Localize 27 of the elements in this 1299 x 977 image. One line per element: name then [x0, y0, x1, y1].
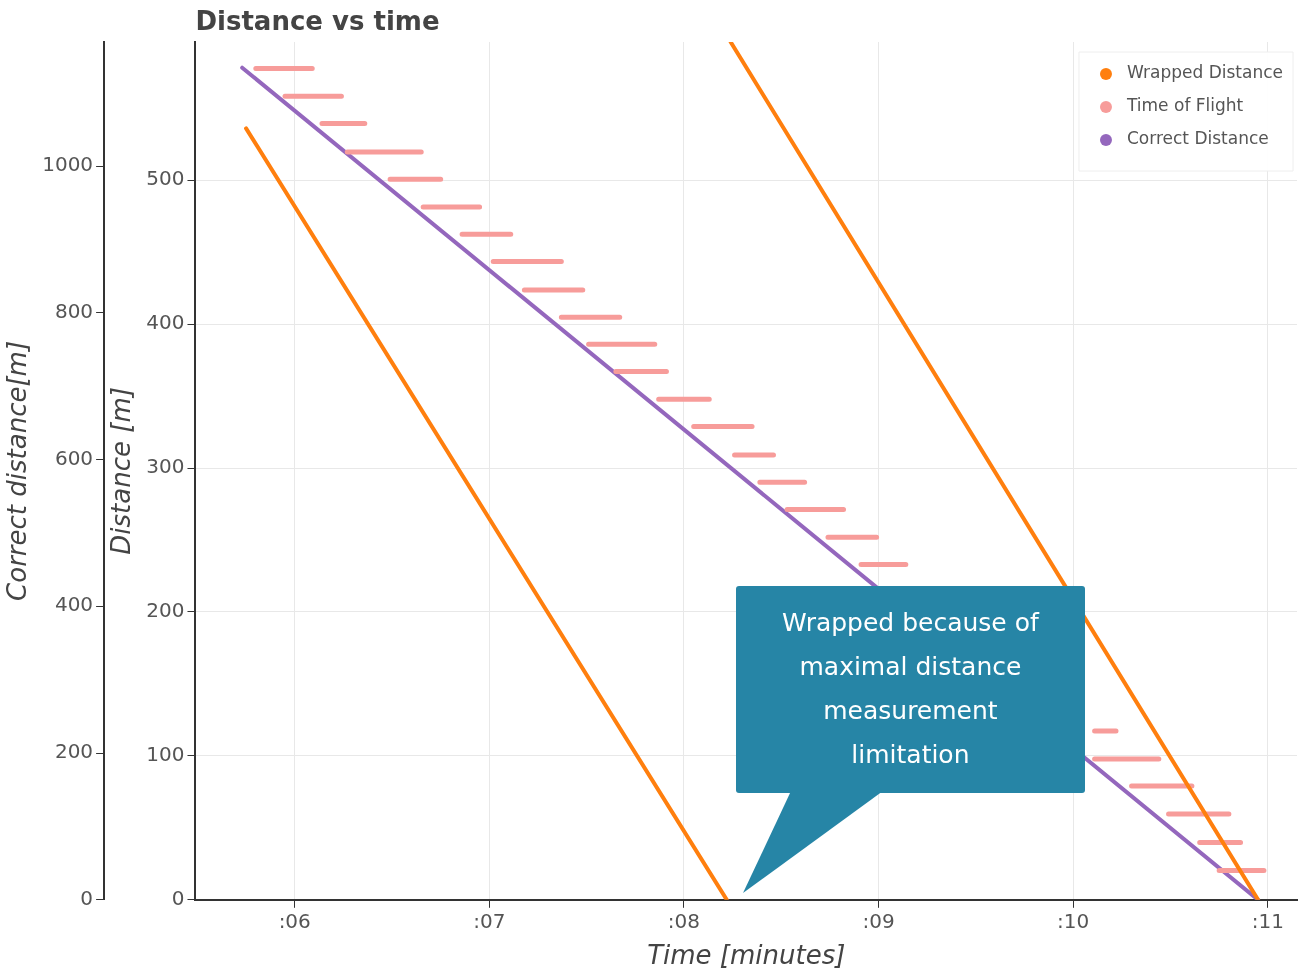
y-tick-label: 500 [146, 166, 185, 191]
y-tick-label: 0 [171, 886, 185, 910]
y2-tick-label: 600 [54, 445, 94, 470]
legend-label: Correct Distance [1126, 128, 1269, 149]
y-tick-label: 200 [146, 598, 185, 623]
x-tick-label: :11 [1251, 909, 1284, 933]
x-tick-label: :10 [1057, 909, 1090, 933]
legend-label: Wrapped Distance [1126, 62, 1284, 83]
annotation: Wrapped because of maximal distance measurement limitation [735, 585, 1085, 793]
x-axis-title: Time [minutes] [647, 940, 846, 971]
legend-label: Time of Flight [1125, 95, 1244, 116]
y-tick-label: 400 [146, 310, 185, 335]
y2-tick-label: 800 [54, 298, 94, 323]
x-tick-label: :07 [473, 909, 506, 933]
y-axis-title: Distance [m] [106, 387, 137, 555]
x-tick-label: :08 [667, 909, 701, 933]
x-tick-label: :06 [278, 909, 311, 933]
y2-axis-title: Correct distance[m] [2, 340, 33, 601]
x-tick-label: :09 [862, 909, 895, 933]
y2-tick-label: 1000 [42, 152, 94, 177]
callout: Wrapped because of maximal distance measurement limitation [735, 585, 1085, 893]
chart-title: Distance vs time [195, 6, 440, 36]
y2-tick-label: 0 [80, 886, 94, 910]
y-tick-label: 300 [146, 454, 185, 479]
y-tick-label: 100 [146, 742, 185, 767]
y2-tick-label: 200 [54, 739, 94, 764]
y2-tick-label: 400 [54, 592, 94, 617]
